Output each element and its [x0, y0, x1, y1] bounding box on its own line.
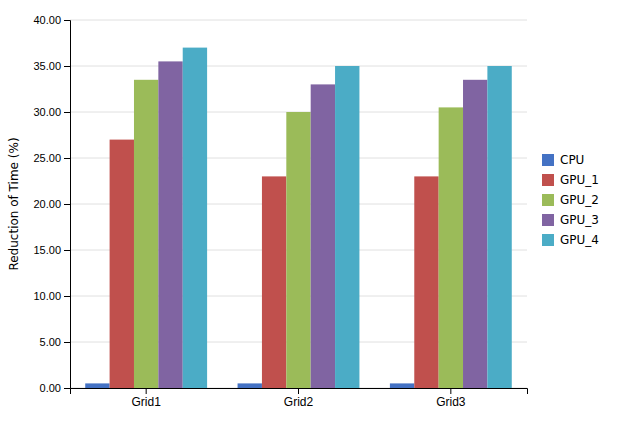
- tick-mark: [64, 388, 70, 389]
- grid-line: [70, 66, 527, 67]
- bar: [183, 48, 207, 388]
- bar: [439, 107, 463, 388]
- tick: 10.00: [33, 290, 70, 302]
- grid: [70, 20, 527, 388]
- tick-label: Grid2: [284, 395, 314, 409]
- legend-swatch: [542, 194, 554, 206]
- tick-mark: [64, 250, 70, 251]
- bar: [463, 80, 487, 388]
- bar: [286, 112, 310, 388]
- legend-item: GPU_2: [542, 193, 599, 207]
- grid-line: [70, 20, 527, 21]
- bar: [335, 66, 359, 388]
- tick: Grid2: [284, 388, 314, 409]
- legend: CPU GPU_1 GPU_2 GPU_3 GPU_4: [542, 153, 599, 247]
- bar: [85, 383, 109, 388]
- axis-line: [64, 21, 71, 389]
- tick-mark: [64, 66, 70, 67]
- tick-label: 20.00: [33, 198, 61, 210]
- tick-label: Grid3: [436, 395, 466, 409]
- tick-label: 30.00: [33, 106, 61, 118]
- plot: Grid1 Grid2 Grid3 0.00 5.00 10.00 15.00 20.00 25…: [33, 14, 527, 409]
- tick-label: Grid1: [131, 395, 161, 409]
- axis-line: [71, 389, 528, 395]
- bar: [158, 61, 182, 388]
- bar: [311, 84, 335, 388]
- tick: 35.00: [33, 60, 70, 72]
- tick: 0.00: [40, 382, 70, 394]
- legend-swatch: [542, 174, 554, 186]
- legend-label: GPU_2: [560, 193, 599, 207]
- legend-label: GPU_1: [560, 173, 599, 187]
- tick-label: 5.00: [40, 336, 61, 348]
- bar: [134, 80, 158, 388]
- y-axis: 0.00 5.00 10.00 15.00 20.00 25.00 30.00 35.00 40…: [33, 14, 70, 394]
- legend-item: GPU_1: [542, 173, 599, 187]
- bar-series: [183, 48, 512, 388]
- bar-series: [158, 61, 487, 388]
- tick-label: 35.00: [33, 60, 61, 72]
- tick: 15.00: [33, 244, 70, 256]
- bar: [487, 66, 511, 388]
- tick-mark: [450, 388, 451, 394]
- tick-label: 15.00: [33, 244, 61, 256]
- legend-item: GPU_3: [542, 213, 599, 227]
- tick-label: 10.00: [33, 290, 61, 302]
- legend-swatch: [542, 214, 554, 226]
- tick-mark: [64, 296, 70, 297]
- tick: 40.00: [33, 14, 70, 26]
- bar: [262, 176, 286, 388]
- tick: Grid1: [131, 388, 161, 409]
- legend-swatch: [542, 234, 554, 246]
- tick-mark: [64, 20, 70, 21]
- bar: [238, 383, 262, 388]
- tick-label: 40.00: [33, 14, 61, 26]
- legend-label: GPU_3: [560, 213, 599, 227]
- tick-mark: [298, 388, 299, 394]
- tick: 20.00: [33, 198, 70, 210]
- legend-swatch: [542, 154, 554, 166]
- tick-mark: [64, 342, 70, 343]
- tick-mark: [64, 158, 70, 159]
- bar: [414, 176, 438, 388]
- y-axis-title: Reduction of Time (%): [7, 137, 21, 270]
- chart: Grid1 Grid2 Grid3 0.00 5.00 10.00 15.00 20.00 25…: [0, 0, 642, 428]
- bar: [390, 383, 414, 388]
- tick-mark: [64, 112, 70, 113]
- tick-label: 0.00: [40, 382, 61, 394]
- tick-label: 25.00: [33, 152, 61, 164]
- tick: 25.00: [33, 152, 70, 164]
- tick: 5.00: [40, 336, 70, 348]
- bar: [110, 140, 134, 388]
- legend-label: CPU: [560, 153, 584, 167]
- tick: 30.00: [33, 106, 70, 118]
- x-axis: Grid1 Grid2 Grid3: [71, 388, 528, 409]
- tick-mark: [146, 388, 147, 394]
- legend-item: GPU_4: [542, 233, 599, 247]
- tick: Grid3: [436, 388, 466, 409]
- legend-label: GPU_4: [560, 233, 599, 247]
- bars: [85, 48, 512, 388]
- tick-mark: [64, 204, 70, 205]
- legend-item: CPU: [542, 153, 584, 167]
